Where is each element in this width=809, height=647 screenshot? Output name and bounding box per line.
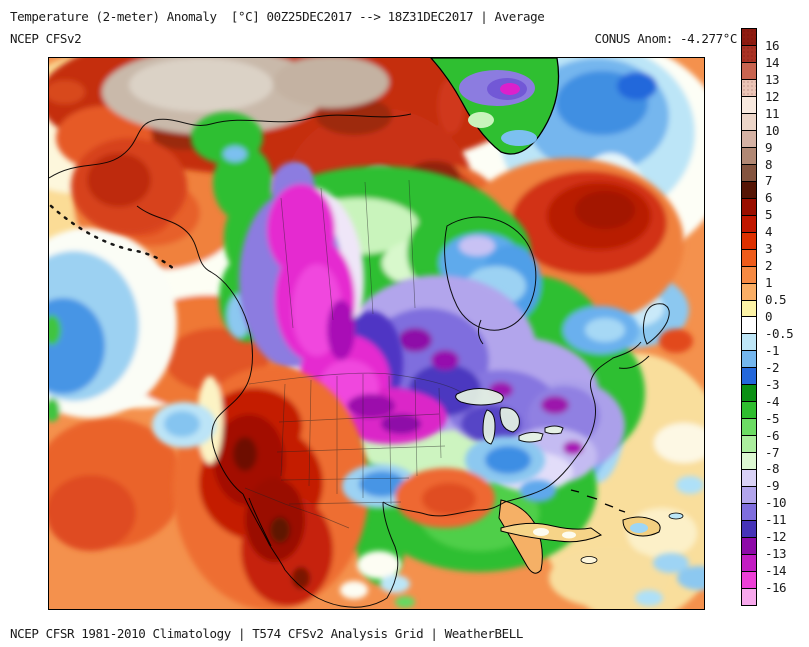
colorbar-segment bbox=[742, 452, 756, 470]
conus-anomaly-stat: CONUS Anom: -4.277°C bbox=[594, 31, 737, 46]
colorbar-tick-label: -10 bbox=[765, 495, 787, 511]
colorbar-segment bbox=[742, 316, 756, 334]
colorbar-segment bbox=[742, 146, 756, 164]
colorbar-segment bbox=[742, 265, 756, 283]
puerto-rico-shape bbox=[668, 512, 684, 520]
colorbar-tick-label: 9 bbox=[765, 139, 773, 155]
colorbar-segment bbox=[742, 587, 756, 605]
colorbar-segment bbox=[742, 180, 756, 198]
colorbar-tick-label: -11 bbox=[765, 512, 787, 528]
islands-layer bbox=[498, 489, 684, 574]
colorbar-labels: 16 14 13 12 11 10 9 8 7 6 5 4 3 2 1 0.5 0 -0.5 -1 -2 -3 -4 -5-… bbox=[765, 28, 809, 606]
colorbar-segment bbox=[742, 571, 756, 588]
colorbar-segment bbox=[742, 520, 756, 538]
colorbar-segment bbox=[742, 78, 756, 96]
colorbar-segment bbox=[742, 537, 756, 555]
colorbar-segment bbox=[742, 469, 756, 487]
colorbar-tick-label: 0 bbox=[765, 309, 773, 324]
colorbar-segment bbox=[742, 214, 756, 232]
colorbar-segment bbox=[742, 418, 756, 436]
map-title: Temperature (2-meter) Anomaly [°C] 00Z25… bbox=[10, 9, 545, 24]
colorbar-tick-label: 16 bbox=[765, 37, 780, 53]
colorbar-tick-label: -0.5 bbox=[765, 325, 794, 341]
colorbar-tick-label: -1 bbox=[765, 342, 780, 358]
colorbar-segment bbox=[742, 486, 756, 504]
colorbar-segment bbox=[742, 112, 756, 130]
colorbar-tick-label: 10 bbox=[765, 122, 780, 138]
colorbar-tick-label: -3 bbox=[765, 376, 780, 392]
footer-credit: NCEP CFSR 1981-2010 Climatology | T574 C… bbox=[10, 626, 524, 641]
colorbar-tick-label: -8 bbox=[765, 461, 780, 477]
colorbar-segment bbox=[742, 350, 756, 368]
southwest-warm-layer bbox=[173, 366, 369, 609]
colorbar-tick-label: -7 bbox=[765, 444, 780, 460]
political-borders-layer bbox=[244, 179, 462, 529]
colorbar-segment bbox=[742, 231, 756, 249]
colorbar-segment bbox=[742, 248, 756, 266]
colorbar-tick-label: 7 bbox=[765, 173, 773, 189]
colorbar-segment bbox=[742, 197, 756, 215]
colorbar-segment bbox=[742, 299, 756, 317]
colorbar-tick-label: -12 bbox=[765, 529, 787, 545]
colorbar-segment bbox=[742, 44, 756, 62]
colorbar-tick-label: 11 bbox=[765, 105, 780, 121]
colorbar-tick-label: 3 bbox=[765, 241, 773, 257]
colorbar-tick-label: -5 bbox=[765, 410, 780, 426]
colorbar-tick-label: -6 bbox=[765, 427, 780, 443]
colorbar-tick-label: -9 bbox=[765, 478, 780, 494]
colorbar-tick-label: -13 bbox=[765, 546, 787, 562]
colorbar-segment bbox=[742, 384, 756, 402]
colorbar-segment bbox=[742, 163, 756, 181]
model-label: NCEP CFSv2 bbox=[10, 31, 82, 46]
colorbar-segment bbox=[742, 282, 756, 300]
colorbar-tick-label: -16 bbox=[765, 580, 787, 596]
colorbar-segment bbox=[742, 333, 756, 351]
colorbar-segment bbox=[742, 61, 756, 79]
colorbar-tick-label: 12 bbox=[765, 88, 780, 104]
colorbar-segment bbox=[742, 554, 756, 571]
colorbar-tick-label: -14 bbox=[765, 563, 787, 579]
anomaly-map bbox=[48, 57, 705, 610]
colorbar-segment bbox=[742, 435, 756, 453]
colorbar-bar bbox=[741, 28, 757, 606]
colorbar-tick-label: -4 bbox=[765, 393, 780, 409]
aleutian-islands-dots bbox=[49, 204, 177, 272]
colorbar-tick-label: 2 bbox=[765, 258, 773, 274]
colorbar-segment bbox=[742, 95, 756, 113]
colorbar-tick-label: 6 bbox=[765, 190, 773, 206]
colorbar-segment bbox=[742, 129, 756, 147]
bahamas-shapes bbox=[570, 489, 626, 513]
greenland-layer bbox=[430, 58, 560, 155]
jamaica-shape bbox=[580, 556, 598, 564]
coastline-layer bbox=[49, 113, 670, 608]
colorbar-segment bbox=[742, 29, 756, 45]
colorbar-tick-label: 1 bbox=[765, 275, 773, 291]
colorbar-tick-label: 4 bbox=[765, 224, 773, 240]
colorbar-segment bbox=[742, 367, 756, 385]
colorbar-segment bbox=[742, 401, 756, 419]
cuba-shape bbox=[500, 522, 603, 543]
colorbar-tick-label: 13 bbox=[765, 71, 780, 87]
colorbar-tick-label: -2 bbox=[765, 359, 780, 375]
colorbar-tick-label: 14 bbox=[765, 54, 780, 70]
colorbar-segment bbox=[742, 503, 756, 521]
colorbar: 16 14 13 12 11 10 9 8 7 6 5 4 3 2 1 0.5 0 -0.5 -1 -2 -3 -4 -5-… bbox=[741, 28, 809, 606]
florida-shape bbox=[498, 499, 543, 574]
colorbar-tick-label: 0.5 bbox=[765, 292, 787, 308]
anomaly-map-svg bbox=[49, 58, 704, 609]
arctic-warm-layer bbox=[49, 58, 529, 278]
colorbar-tick-label: 5 bbox=[765, 207, 773, 223]
colorbar-tick-label: 8 bbox=[765, 156, 773, 172]
